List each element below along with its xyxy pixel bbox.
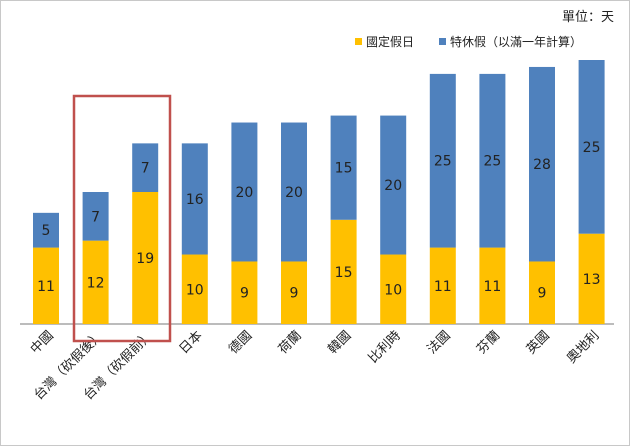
bar-leave [181,143,208,255]
data-label: 15 [335,265,353,281]
data-label: 20 [235,185,253,201]
data-label: 9 [240,286,249,302]
data-label: 10 [186,282,204,298]
legend-label-leave: 特休假（以滿一年計算） [450,34,582,49]
highlight-box [72,94,172,343]
data-label: 9 [538,286,547,302]
x-tick-label: 韓國 [325,328,354,357]
bar-holiday [281,261,307,324]
data-label: 7 [91,209,100,225]
data-label: 11 [483,279,501,295]
bar-holiday [82,240,109,324]
x-tick-label: 中國 [28,328,57,357]
bar-leave [132,143,159,192]
data-label: 25 [483,154,501,170]
bar-holiday [429,247,456,324]
x-tick-label: 日本 [177,328,206,357]
data-label: 5 [42,223,51,239]
data-label: 13 [583,272,601,288]
bar-holiday [529,261,555,324]
data-label: 7 [141,161,150,177]
bar-leave [380,115,407,255]
bar-leave [33,212,59,248]
data-label: 15 [335,161,353,177]
bar-holiday [479,247,506,324]
unit-label: 單位：天 [562,10,614,25]
legend-label-holiday: 國定假日 [366,34,414,49]
bar-leave [578,60,605,234]
data-label: 25 [434,154,452,170]
bar-leave [330,115,357,220]
bar-leave [231,122,258,262]
data-label: 19 [136,251,154,267]
x-tick-label: 芬蘭 [474,328,504,358]
bar-leave [281,122,307,262]
data-label: 9 [290,286,299,302]
data-label: 10 [384,282,402,298]
bar-holiday [330,219,357,324]
data-label: 20 [285,185,303,201]
legend: 國定假日 特休假（以滿一年計算） [355,34,582,49]
data-label: 11 [434,279,452,295]
bar-leave [429,73,456,248]
bar-holiday [132,192,159,324]
x-tick-label: 法國 [425,328,454,357]
x-tick-label: 英國 [524,328,553,357]
bar-holiday [231,261,258,324]
x-tick-label: 奧地利 [564,328,602,366]
bar-holiday [33,247,59,324]
data-label: 25 [583,140,601,156]
data-label: 20 [384,178,402,194]
x-tick-label: 荷蘭 [275,328,305,358]
data-label: 11 [37,279,55,295]
bar-leave [82,192,109,241]
x-tick-label: 德國 [226,328,255,357]
legend-swatch-leave [439,38,446,45]
legend-swatch-holiday [355,38,362,45]
bar-leave [479,73,506,248]
bar-leave [529,66,555,262]
bar-holiday [578,233,605,324]
bar-holiday [380,254,407,324]
data-label: 28 [533,157,551,173]
x-tick-label: 比利時 [366,328,404,366]
data-label: 16 [186,192,204,208]
data-label: 12 [87,275,105,291]
bar-holiday [181,254,208,324]
